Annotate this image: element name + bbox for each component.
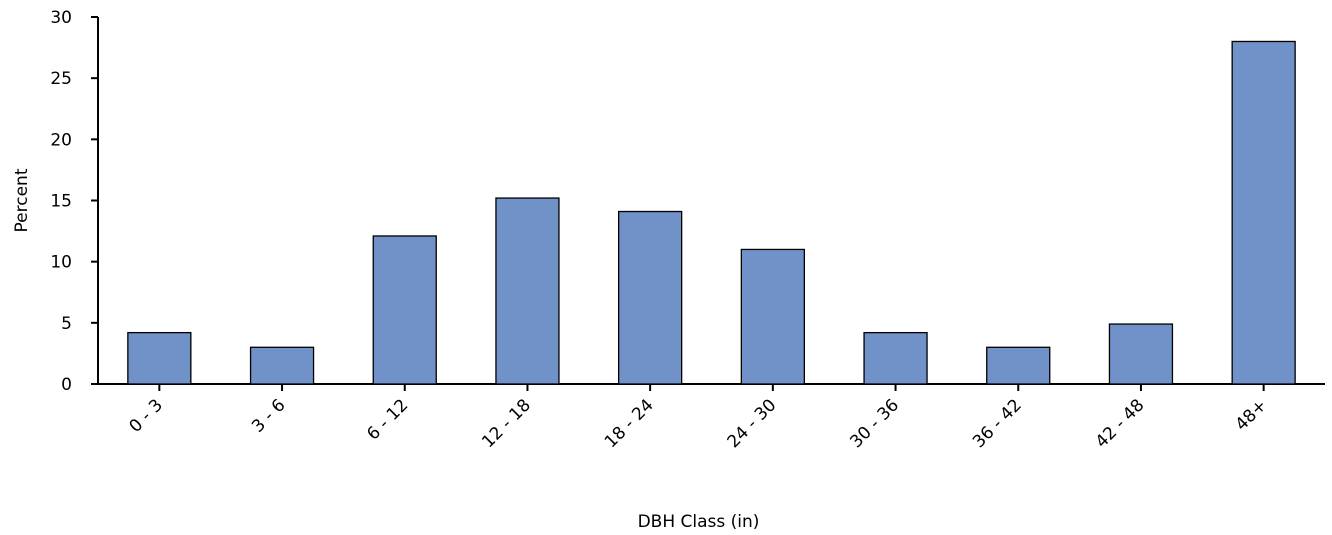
bars [127,40,1296,385]
y-tick-label: 10 [50,253,72,273]
bar-5 [740,248,805,385]
y-tick-label: 20 [50,130,72,150]
x-tick-label: 48+ [1232,395,1272,435]
x-axis: 0 - 3 3 - 6 6 - 12 12 - 18 18 - 24 24 - 30 30 … [98,383,1325,452]
x-axis-title: DBH Class (in) [638,512,760,532]
bar-8 [1108,323,1174,385]
bar-9 [1231,40,1296,385]
x-tick-label: 6 - 12 [363,395,412,444]
y-tick-label: 25 [50,69,72,89]
x-tick-label: 24 - 30 [724,395,781,452]
bar-6 [863,331,928,385]
x-tick-label: 36 - 42 [969,395,1026,452]
y-axis-title: Percent [12,168,32,232]
y-tick-label: 0 [61,375,72,395]
bar-4 [618,210,683,385]
x-tick-label: 18 - 24 [601,395,658,452]
x-tick-label: 30 - 36 [846,395,903,452]
bar-0 [127,331,192,385]
x-tick-label: 0 - 3 [125,395,166,436]
bar-3 [495,197,560,385]
bar-1 [249,346,315,385]
y-tick-label: 5 [61,314,72,334]
y-tick-label: 15 [50,192,72,212]
bar-7 [986,346,1051,385]
x-tick-label: 3 - 6 [248,395,289,436]
bar-2 [372,235,437,385]
x-tick-label: 12 - 18 [478,395,535,452]
x-tick-label: 42 - 48 [1092,395,1149,452]
y-axis: 0 5 10 15 20 25 30 [50,8,99,395]
y-tick-label: 30 [50,8,72,28]
